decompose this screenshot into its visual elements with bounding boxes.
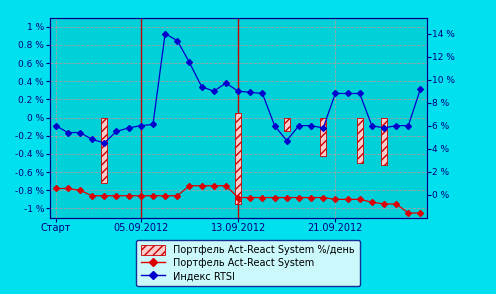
Bar [284,118,290,131]
Bar [320,118,326,156]
Legend: Портфель Act-React System %/день, Портфель Act-React System, Индекс RTSI: Портфель Act-React System %/день, Портфе… [136,240,360,286]
Bar [101,118,107,183]
Bar [357,118,363,163]
Bar [235,113,241,204]
Bar [381,118,387,165]
